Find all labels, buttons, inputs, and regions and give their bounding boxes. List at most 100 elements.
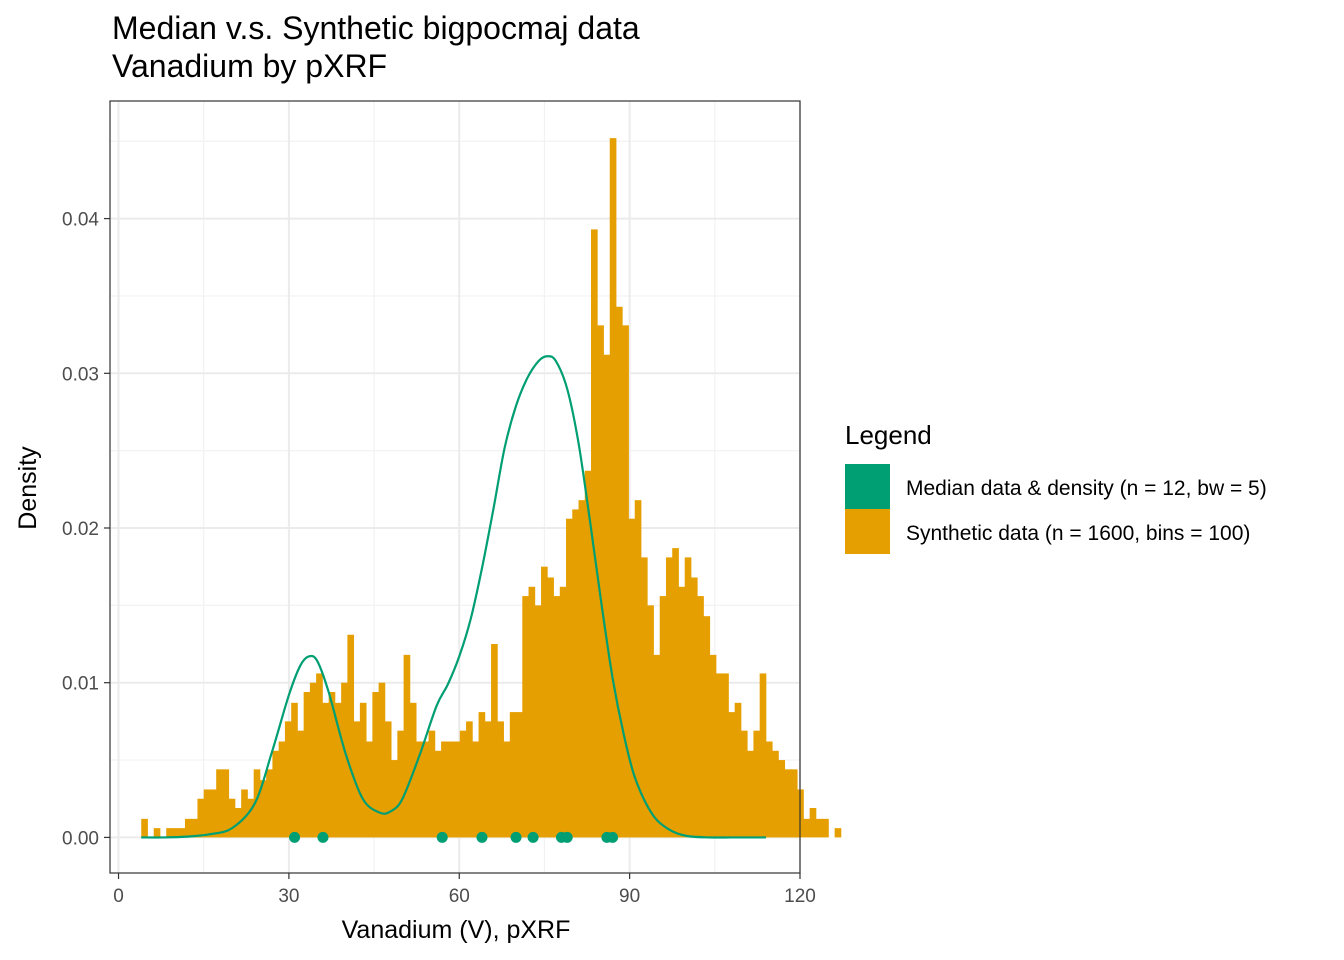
histogram-bar [591, 229, 598, 838]
histogram-bar [584, 470, 592, 838]
histogram-bar [278, 741, 286, 838]
histogram-bar [184, 818, 192, 838]
histogram-bar [628, 518, 636, 838]
histogram-bar [228, 798, 236, 838]
histogram-bar [740, 730, 748, 838]
histogram-bar [309, 682, 317, 838]
histogram-bar [672, 548, 679, 838]
histogram-bar [178, 828, 186, 838]
histogram-bar [484, 721, 492, 838]
median-points [289, 831, 619, 843]
histogram-bar [328, 691, 336, 838]
histogram-bar [259, 780, 267, 838]
histogram-bar [678, 586, 686, 838]
histogram-bar [378, 682, 386, 838]
histogram-bar [653, 654, 661, 838]
histogram-bar [609, 138, 617, 838]
histogram-bar [709, 654, 717, 838]
histogram-bar [559, 586, 567, 838]
y-tick-label: 0.00 [62, 828, 99, 849]
histogram-bar [722, 673, 729, 838]
histogram-bar [478, 712, 486, 838]
histogram-bar [784, 769, 792, 838]
histogram-bar [459, 730, 467, 838]
median-point [561, 831, 573, 843]
y-tick-label: 0.03 [62, 364, 99, 385]
histogram-bar [472, 741, 479, 838]
histogram-bar [715, 673, 723, 838]
histogram-bar [347, 634, 355, 838]
x-tick-label: 120 [784, 886, 816, 907]
histogram-bar [834, 828, 842, 838]
histogram-bar [697, 596, 704, 838]
histogram-bar [166, 828, 173, 838]
histogram-bar [703, 616, 711, 838]
panel-border [109, 100, 801, 874]
histogram-bar [253, 769, 261, 838]
histogram-bar [428, 730, 436, 838]
histogram-bar [803, 818, 811, 838]
histogram-bar [341, 682, 348, 838]
histogram-bar [528, 586, 536, 838]
histogram-bar [634, 500, 642, 838]
x-tick-label: 0 [113, 886, 124, 907]
histogram-bar [728, 712, 736, 838]
legend-key-median [845, 464, 890, 509]
histogram-bar [572, 509, 579, 838]
median-point [436, 831, 448, 843]
histogram-bar [753, 730, 761, 838]
histogram-bar [266, 769, 273, 838]
histogram-bar [191, 818, 198, 838]
histogram-bar [372, 691, 380, 838]
histogram-bar [522, 596, 529, 838]
x-axis-title: Vanadium (V), pXRF [342, 916, 571, 944]
histogram-bar [790, 769, 798, 838]
histogram-bar [272, 750, 280, 838]
y-axis-ticks: 0.00 0.01 0.02 0.03 0.04 [62, 210, 110, 849]
histogram-bar [541, 566, 548, 838]
histogram-bar [141, 818, 148, 838]
histogram-bar [334, 702, 342, 838]
histogram-bar [303, 691, 311, 838]
legend-title: Legend [845, 420, 932, 450]
histogram-bar [553, 596, 561, 838]
histogram-bar [391, 760, 398, 838]
legend-label-synthetic: Synthetic data (n = 1600, bins = 100) [906, 522, 1250, 545]
histogram-bar [665, 557, 673, 838]
density-curve [141, 355, 766, 839]
histogram-bar [359, 702, 367, 838]
histogram-bar [759, 673, 767, 838]
median-point [510, 831, 522, 843]
chart-title-line1: Median v.s. Synthetic bigpocmaj data [112, 10, 640, 46]
histogram-bar [284, 721, 292, 838]
histogram-bar [503, 741, 511, 838]
histogram-bar [622, 325, 629, 838]
histogram-bar [403, 654, 411, 838]
legend-label-median: Median data & density (n = 12, bw = 5) [906, 477, 1267, 500]
histogram-bar [578, 500, 586, 838]
histogram-bar [441, 741, 448, 838]
histogram-bar [809, 808, 817, 838]
histogram-bar [222, 769, 230, 838]
histogram-bar [815, 818, 823, 838]
median-point [289, 831, 301, 843]
histogram-bar [640, 557, 648, 838]
histogram-bar [778, 760, 786, 838]
x-axis-ticks: 0 30 60 90 120 [113, 873, 816, 907]
histogram-bar [384, 721, 392, 838]
histogram-bar [822, 818, 829, 838]
histogram-bar [466, 721, 473, 838]
histogram-bar [241, 789, 248, 838]
histogram-bar [353, 721, 361, 838]
histogram-bar [291, 702, 298, 838]
histogram-bar [765, 741, 773, 838]
histogram-bar [491, 644, 498, 838]
legend: Legend Median data & density (n = 12, bw… [845, 420, 1267, 554]
histogram-bar [447, 741, 454, 838]
histogram-bar [153, 828, 161, 838]
x-tick-label: 90 [619, 886, 640, 907]
y-tick-label: 0.02 [62, 519, 99, 540]
x-tick-label: 60 [449, 886, 470, 907]
histogram-bar [316, 673, 323, 838]
histogram-bar [566, 518, 573, 838]
